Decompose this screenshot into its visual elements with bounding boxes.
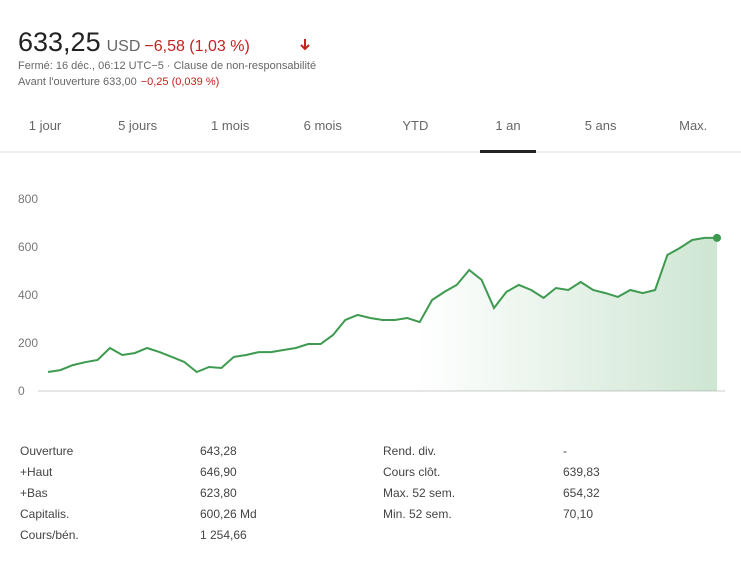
stat-value: -	[563, 444, 567, 458]
stat-value: 643,28	[200, 444, 237, 458]
stat-value: 646,90	[200, 465, 237, 479]
stat-value: 1 254,66	[200, 528, 247, 542]
stat-label: Min. 52 sem.	[383, 507, 452, 521]
stat-value: 623,80	[200, 486, 237, 500]
price: 633,25	[18, 27, 101, 57]
y-tick-label: 800	[18, 192, 38, 206]
stat-label: Ouverture	[20, 444, 74, 458]
y-tick-label: 400	[18, 288, 38, 302]
premarket-change: −0,25 (0,039 %)	[141, 76, 220, 88]
last-point	[713, 233, 721, 242]
tab[interactable]: 1 mois	[211, 118, 250, 133]
tab[interactable]: YTD	[402, 118, 428, 133]
stat-value: 639,83	[563, 465, 600, 479]
y-tick-label: 200	[18, 336, 38, 350]
tab-underline	[480, 150, 536, 153]
tab[interactable]: 1 an	[495, 118, 520, 133]
stat-value: 654,32	[563, 486, 600, 500]
chart: 0 200 400 600 800	[18, 192, 725, 398]
stat-label: Cours/bén.	[20, 528, 79, 542]
stats: Ouverture 643,28 +Haut 646,90 +Bas 623,80 Capi…	[20, 444, 600, 542]
tab[interactable]: 5 jours	[118, 118, 158, 133]
tab[interactable]: 5 ans	[585, 118, 617, 133]
stat-label: Max. 52 sem.	[383, 486, 455, 500]
currency: USD	[107, 38, 141, 55]
change: −6,58 (1,03 %)	[144, 38, 249, 55]
stat-value: 600,26 Md	[200, 507, 257, 521]
tab[interactable]: 1 jour	[29, 118, 62, 133]
stat-label: +Haut	[20, 465, 53, 479]
stat-label: Capitalis.	[20, 507, 69, 521]
tab[interactable]: Max.	[679, 118, 707, 133]
stat-label: +Bas	[20, 486, 48, 500]
stat-label: Cours clôt.	[383, 465, 440, 479]
tabs: 1 jour 5 jours 1 mois 6 mois YTD 1 an 5 ans Max…	[29, 118, 707, 153]
y-tick-label: 600	[18, 240, 38, 254]
premarket-line: Avant l'ouverture 633,00 −0,25 (0,039 %)	[18, 76, 219, 88]
status: Fermé: 16 déc., 06:12 UTC−5 · Clause de …	[18, 60, 316, 72]
premarket: Avant l'ouverture 633,00	[18, 76, 137, 88]
area	[48, 237, 717, 391]
stat-value: 70,10	[563, 507, 593, 521]
price-line: 633,25 USD −6,58 (1,03 %)	[18, 27, 250, 57]
y-tick-label: 0	[18, 384, 25, 398]
price-line	[47, 236, 717, 374]
down-arrow	[300, 39, 310, 51]
stat-label: Rend. div.	[383, 444, 436, 458]
tab[interactable]: 6 mois	[304, 118, 343, 133]
